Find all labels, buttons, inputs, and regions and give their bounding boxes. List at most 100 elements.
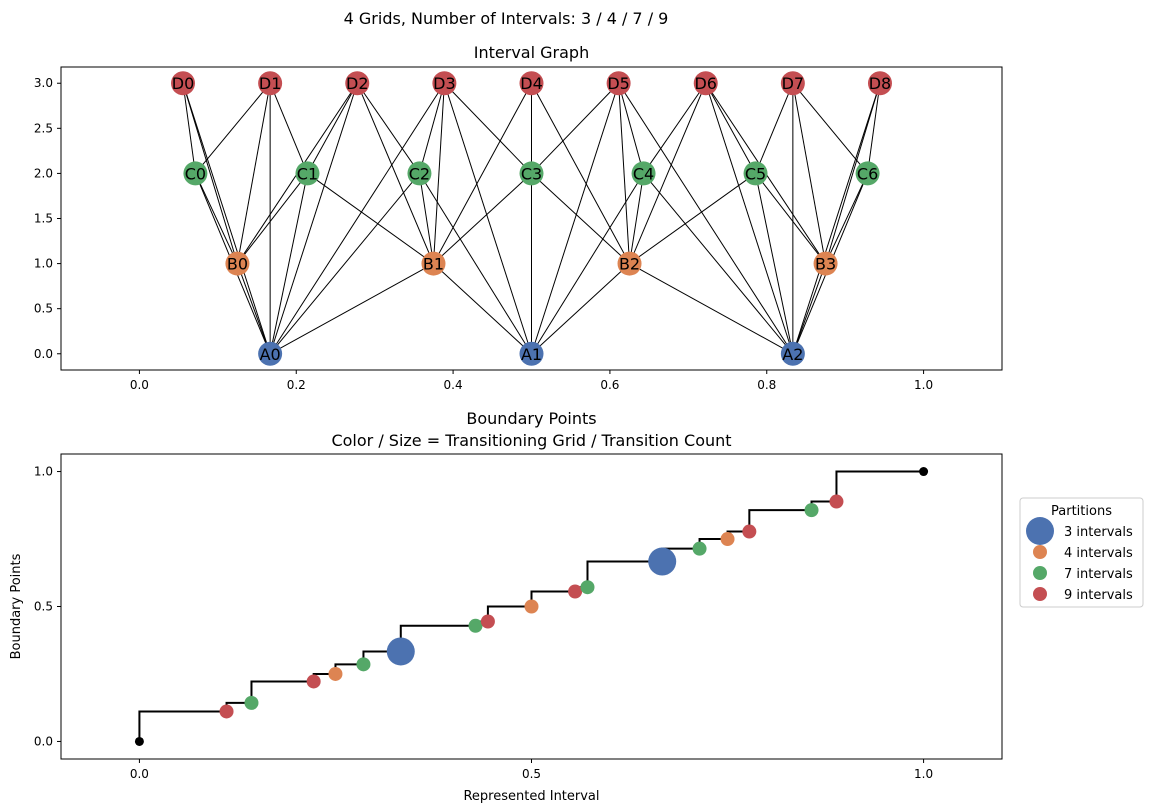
graph-edge	[433, 82, 532, 264]
y-tick-label: 1.0	[34, 257, 53, 271]
boundary-point-d	[742, 524, 757, 539]
graph-edge	[531, 173, 630, 264]
y-tick-label: 0.5	[34, 600, 53, 614]
graph-edge	[182, 83, 238, 264]
graph-node-a2	[780, 341, 805, 366]
graph-edge	[356, 83, 434, 264]
graph-edge	[531, 263, 630, 355]
y-tick-label: 0.0	[34, 734, 53, 748]
graph-edges	[182, 82, 881, 355]
graph-node-label: D8	[869, 74, 892, 93]
graph-edge	[755, 83, 794, 174]
graph-edge	[418, 83, 445, 174]
interval-graph-title: Interval Graph	[474, 43, 589, 62]
legend-marker-d	[1033, 587, 1047, 601]
x-tick-label: 1.0	[914, 378, 933, 392]
graph-edge	[432, 83, 445, 264]
graph-edge	[643, 82, 707, 174]
boundary-point-markers	[134, 467, 929, 746]
graph-edge	[618, 83, 631, 264]
graph-edge	[792, 82, 868, 174]
boundary-point-a	[386, 637, 415, 666]
boundary-point-c	[692, 541, 707, 556]
graph-edge	[825, 83, 881, 264]
graph-node-label: D4	[520, 74, 543, 93]
graph-edge	[755, 173, 794, 354]
graph-node-c0	[183, 161, 208, 186]
graph-node-label: A0	[260, 345, 281, 364]
graph-node-c3	[519, 161, 544, 186]
graph-edge	[237, 173, 308, 264]
legend: Partitions 3 intervals 4 intervals 7 inter…	[1019, 497, 1144, 608]
graph-node-d0	[171, 71, 196, 96]
legend-title: Partitions	[1051, 504, 1112, 519]
graph-edge	[825, 173, 869, 264]
graph-edge	[755, 173, 826, 264]
graph-node-label: D5	[607, 74, 630, 93]
boundary-point-c	[804, 503, 819, 518]
graph-edge	[307, 173, 434, 264]
graph-node-label: D0	[172, 74, 195, 93]
graph-node-label: D7	[782, 74, 805, 93]
legend-marker-b	[1033, 545, 1047, 559]
graph-edge	[629, 83, 707, 264]
graph-edge	[867, 83, 881, 174]
boundary-point-d	[568, 584, 583, 599]
graph-node-d3	[432, 71, 457, 96]
graph-node-a0	[258, 341, 283, 366]
graph-edge	[269, 82, 445, 355]
graph-node-b2	[617, 251, 642, 276]
graph-node-label: B0	[227, 255, 248, 274]
x-tick-label: 0.8	[757, 378, 776, 392]
graph-node-d2	[345, 71, 370, 96]
graph-edge	[419, 173, 532, 355]
legend-marker-a	[1026, 517, 1054, 545]
graph-node-label: C4	[633, 164, 654, 183]
graph-edge	[792, 263, 827, 354]
graph-node-label: C0	[185, 164, 206, 183]
graph-edge	[792, 83, 881, 354]
graph-edge	[444, 82, 532, 174]
y-axis-label: Boundary Points	[9, 553, 24, 659]
graph-node-label: D1	[259, 74, 282, 93]
graph-node-d8	[867, 71, 892, 96]
graph-node-b1	[421, 251, 446, 276]
boundary-point-c	[468, 618, 483, 633]
graph-edge	[531, 82, 630, 264]
graph-edge	[618, 82, 794, 355]
graph-edge	[269, 263, 434, 355]
graph-edge	[705, 83, 794, 354]
boundary-point-d	[480, 614, 495, 629]
endpoint-marker	[134, 736, 144, 746]
boundary-point-c	[244, 695, 259, 710]
graph-node-b0	[225, 251, 250, 276]
y-tick-label: 0.0	[34, 347, 53, 361]
graph-node-label: B3	[815, 255, 836, 274]
graph-edge	[433, 263, 532, 355]
boundary-point-d	[306, 674, 321, 689]
graph-node-label: C2	[409, 164, 430, 183]
x-tick-label: 0.0	[130, 378, 149, 392]
graph-node-d4	[519, 71, 544, 96]
y-tick-label: 0.5	[34, 302, 53, 316]
graph-node-label: A2	[782, 345, 803, 364]
graph-edge	[531, 83, 620, 354]
interval-graph-axes: Interval Graph A0 A1 A2 B0 B1 B2 B3 C0 C1 C2 C3 C4 C…	[34, 43, 1003, 392]
boundary-point-c	[580, 580, 595, 595]
graph-node-c6	[855, 161, 880, 186]
boundary-point-d	[829, 494, 844, 509]
graph-node-label: B1	[423, 255, 444, 274]
graph-edge	[433, 173, 532, 264]
graph-edge	[269, 83, 358, 354]
graph-node-label: D2	[346, 74, 369, 93]
graph-node-label: A1	[521, 345, 542, 364]
x-axis-label: Represented Interval	[463, 789, 599, 804]
boundary-point-b	[328, 666, 343, 681]
graph-edge	[643, 173, 794, 355]
graph-node-label: C6	[857, 164, 878, 183]
graph-node-c4	[631, 161, 656, 186]
graph-edge	[195, 82, 271, 174]
boundary-point-d	[219, 704, 234, 719]
x-tick-label: 1.0	[914, 767, 933, 781]
legend-label: 7 intervals	[1064, 567, 1133, 582]
